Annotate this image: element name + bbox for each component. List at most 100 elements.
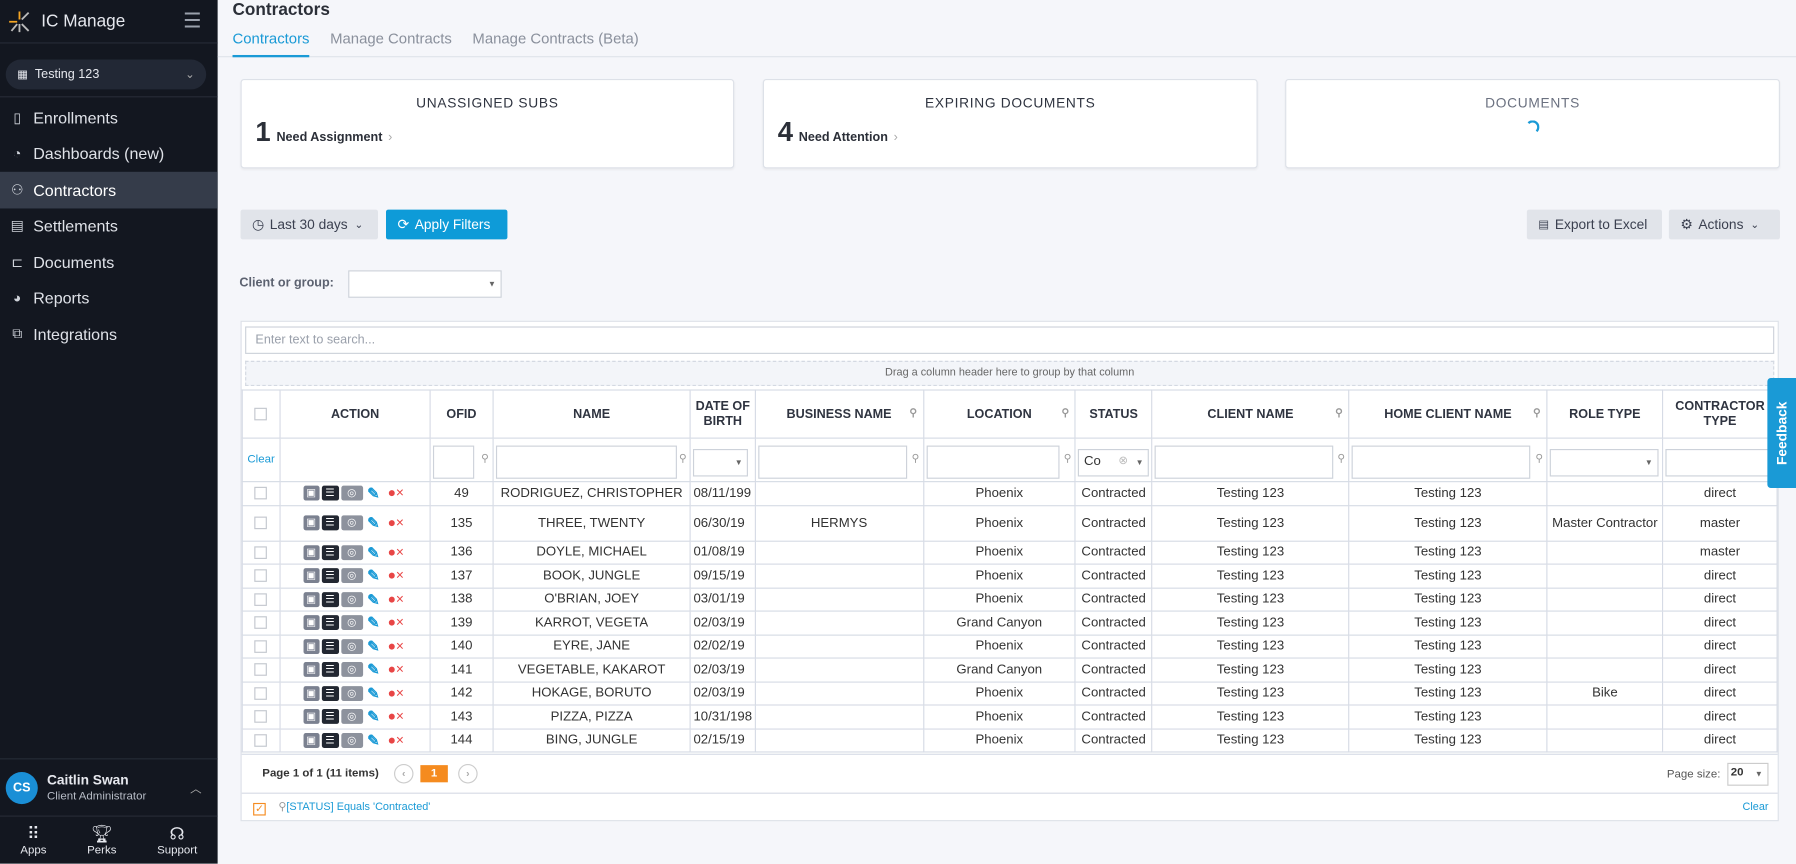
list-icon[interactable]: ☰ [321, 638, 339, 654]
table-row[interactable]: ▣ ☰ ◎ ✎ ●× 136 DOYLE, MICHAEL 01/08/19 Phoenix Co… [241, 540, 1778, 565]
table-row[interactable]: ▣ ☰ ◎ ✎ ●× 141 VEGETABLE, KAKAROT 02/03/19 Grand… [241, 657, 1778, 683]
client-selector[interactable]: ▦ Testing 123 ⌄ [5, 59, 207, 90]
money-icon[interactable]: ◎ [340, 685, 363, 701]
row-checkbox[interactable] [254, 710, 268, 724]
col-home-client-name[interactable]: HOME CLIENT NAME ⚲ [1348, 389, 1548, 439]
list-icon[interactable]: ☰ [321, 709, 339, 725]
table-row[interactable]: ▣ ☰ ◎ ✎ ●× 140 EYRE, JANE 02/02/19 Phoenix Contra… [241, 633, 1778, 659]
menu-toggle-icon[interactable]: ☰ [183, 9, 202, 33]
location-filter-input[interactable] [926, 445, 1059, 479]
col-contractor-type[interactable]: CONTRACTOR TYPE [1662, 389, 1778, 439]
money-icon[interactable]: ◎ [340, 662, 363, 678]
filter-pin-icon[interactable]: ⚲ [909, 406, 917, 419]
col-ofid[interactable]: OFID [429, 389, 494, 439]
documents-card[interactable]: DOCUMENTS [1285, 79, 1780, 169]
row-checkbox[interactable] [254, 663, 268, 677]
table-row[interactable]: ▣ ☰ ◎ ✎ ●× 135 THREE, TWENTY 06/30/19 HERMYS Phoe… [241, 504, 1778, 542]
filter-enabled-checkbox[interactable]: ✓ [253, 802, 266, 816]
money-icon[interactable]: ◎ [340, 544, 363, 560]
list-icon[interactable]: ☰ [321, 485, 339, 501]
filter-pin-icon[interactable]: ⚲ [481, 452, 489, 464]
table-row[interactable]: ▣ ☰ ◎ ✎ ●× 49 RODRIGUEZ, CHRISTOPHER 08/11/199 P… [241, 481, 1778, 506]
status-filter-select[interactable]: Co ⊗ ▼ [1078, 449, 1150, 477]
role-filter-select[interactable]: ▼ [1549, 449, 1659, 477]
col-status[interactable]: STATUS [1074, 389, 1153, 439]
id-badge-icon[interactable]: ▣ [302, 662, 320, 678]
row-checkbox[interactable] [254, 616, 268, 630]
unassigned-subs-card[interactable]: UNASSIGNED SUBS 1 Need Assignment › [240, 79, 735, 169]
sidebar-item-integrations[interactable]: ⧉ Integrations [0, 316, 218, 352]
ctype-filter-select[interactable] [1665, 449, 1776, 477]
row-checkbox[interactable] [254, 516, 268, 530]
user-menu[interactable]: CS Caitlin Swan Client Administrator ︿ [0, 758, 218, 815]
remove-user-icon[interactable]: ●× [384, 732, 408, 748]
clear-x-icon[interactable]: ⊗ [1118, 454, 1128, 468]
remove-user-icon[interactable]: ●× [384, 485, 408, 501]
list-icon[interactable]: ☰ [321, 568, 339, 584]
edit-icon[interactable]: ✎ [364, 686, 383, 701]
money-icon[interactable]: ◎ [340, 568, 363, 584]
apps-button[interactable]: ⠿ Apps [20, 817, 46, 864]
money-icon[interactable]: ◎ [340, 638, 363, 654]
home-client-filter-input[interactable] [1351, 445, 1531, 479]
date-range-dropdown[interactable]: ◷ Last 30 days ⌄ [240, 209, 378, 240]
id-badge-icon[interactable]: ▣ [302, 591, 320, 607]
dob-filter-select[interactable]: ▼ [693, 449, 749, 477]
page-number-current[interactable]: 1 [420, 765, 448, 783]
remove-user-icon[interactable]: ●× [384, 638, 408, 654]
client-filter-input[interactable] [1154, 445, 1334, 479]
remove-user-icon[interactable]: ●× [384, 685, 408, 701]
table-row[interactable]: ▣ ☰ ◎ ✎ ●× 143 PIZZA, PIZZA 10/31/198 Phoenix Con… [241, 704, 1778, 730]
clear-filters-link[interactable]: Clear [241, 437, 281, 483]
filter-pin-icon[interactable]: ⚲ [1535, 452, 1543, 464]
filter-pin-icon[interactable]: ⚲ [679, 452, 687, 464]
sidebar-item-settlements[interactable]: ▤ Settlements [0, 208, 218, 244]
table-row[interactable]: ▣ ☰ ◎ ✎ ●× 138 O'BRIAN, JOEY 03/01/19 Phoenix Con… [241, 587, 1778, 612]
remove-user-icon[interactable]: ●× [384, 615, 408, 631]
business-filter-input[interactable] [757, 445, 907, 479]
filter-pin-icon[interactable]: ⚲ [911, 452, 920, 464]
select-all-checkbox[interactable] [241, 389, 281, 439]
remove-user-icon[interactable]: ●× [384, 515, 408, 531]
col-action[interactable]: ACTION [279, 389, 431, 439]
id-badge-icon[interactable]: ▣ [302, 544, 320, 560]
filter-pin-icon[interactable]: ⚲ [1337, 452, 1345, 464]
id-badge-icon[interactable]: ▣ [302, 685, 320, 701]
sidebar-item-documents[interactable]: ⊏ Documents [0, 244, 218, 280]
remove-user-icon[interactable]: ●× [384, 591, 408, 607]
prev-page-button[interactable]: ‹ [394, 763, 414, 784]
list-icon[interactable]: ☰ [321, 732, 339, 748]
money-icon[interactable]: ◎ [340, 515, 363, 531]
id-badge-icon[interactable]: ▣ [302, 485, 320, 501]
money-icon[interactable]: ◎ [340, 732, 363, 748]
tab-contractors[interactable]: Contractors [232, 30, 310, 58]
remove-user-icon[interactable]: ●× [384, 544, 408, 560]
edit-icon[interactable]: ✎ [364, 485, 383, 501]
sidebar-item-dashboards[interactable]: ◔ Dashboards (new) [0, 136, 218, 172]
edit-icon[interactable]: ✎ [364, 615, 383, 631]
feedback-tab[interactable]: Feedback [1767, 377, 1796, 488]
money-icon[interactable]: ◎ [340, 485, 363, 501]
filter-pin-icon[interactable]: ⚲ [1063, 452, 1072, 464]
list-icon[interactable]: ☰ [321, 615, 339, 631]
remove-user-icon[interactable]: ●× [384, 568, 408, 584]
table-row[interactable]: ▣ ☰ ◎ ✎ ●× 137 BOOK, JUNGLE 09/15/19 Phoenix Cont… [241, 563, 1778, 589]
active-filter-text[interactable]: ⚲[STATUS] Equals 'Contracted' [278, 801, 430, 814]
support-button[interactable]: ☊ Support [157, 817, 197, 864]
edit-icon[interactable]: ✎ [364, 709, 383, 724]
remove-user-icon[interactable]: ●× [384, 662, 408, 678]
row-checkbox[interactable] [254, 546, 268, 559]
sidebar-item-enrollments[interactable]: ▯ Enrollments [0, 100, 218, 136]
id-badge-icon[interactable]: ▣ [302, 615, 320, 631]
col-name[interactable]: NAME [492, 389, 692, 439]
id-badge-icon[interactable]: ▣ [302, 709, 320, 725]
id-badge-icon[interactable]: ▣ [302, 568, 320, 584]
row-checkbox[interactable] [254, 487, 268, 500]
col-location[interactable]: LOCATION ⚲ [922, 389, 1076, 439]
list-icon[interactable]: ☰ [321, 515, 339, 531]
clear-filter-link[interactable]: Clear [1742, 800, 1769, 814]
money-icon[interactable]: ◎ [340, 709, 363, 725]
table-row[interactable]: ▣ ☰ ◎ ✎ ●× 142 HOKAGE, BORUTO 02/03/19 Phoenix Co… [241, 680, 1778, 706]
table-row[interactable]: ▣ ☰ ◎ ✎ ●× 139 KARROT, VEGETA 02/03/19 Grand Can… [241, 610, 1778, 636]
list-icon[interactable]: ☰ [321, 662, 339, 678]
